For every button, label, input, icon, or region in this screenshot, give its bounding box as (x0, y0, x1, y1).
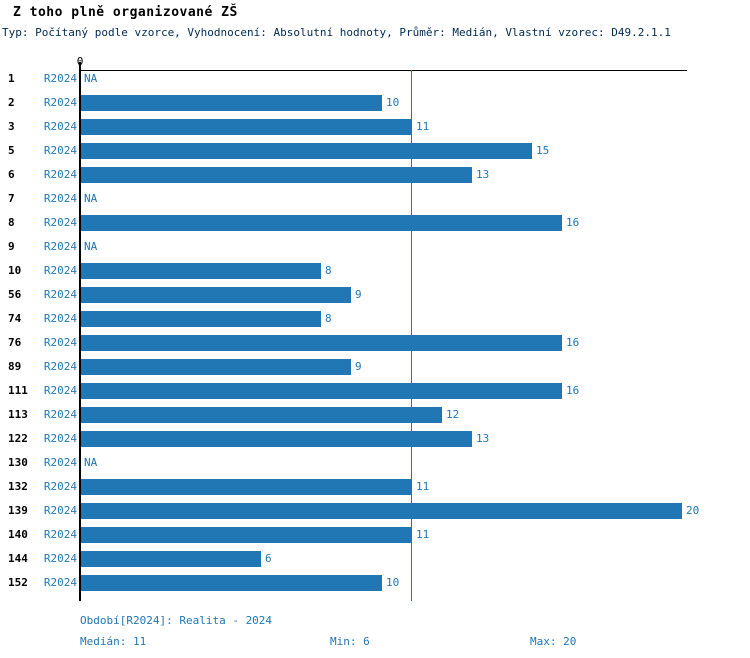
row-category-label: 152 (8, 576, 28, 589)
row-category-label: 89 (8, 360, 22, 373)
bar (81, 407, 442, 423)
bar (81, 143, 532, 159)
bar (81, 359, 351, 375)
row-na-label: NA (84, 192, 98, 205)
row-category-label: 139 (8, 504, 28, 517)
axis-zero-tick-label: 0 (68, 55, 92, 68)
row-series-label: R2024 (43, 360, 77, 373)
bar (81, 479, 412, 495)
axis-top-line (80, 70, 687, 71)
bar-value-label: 20 (686, 504, 700, 517)
bar-value-label: 13 (476, 432, 490, 445)
row-series-label: R2024 (43, 120, 77, 133)
bar (81, 431, 472, 447)
bar-value-label: 11 (416, 120, 430, 133)
row-series-label: R2024 (43, 288, 77, 301)
row-category-label: 2 (8, 96, 15, 109)
bar (81, 119, 412, 135)
footer-max-label: Max: 20 (530, 635, 577, 648)
row-category-label: 111 (8, 384, 28, 397)
axis-vertical-line (79, 62, 81, 601)
row-series-label: R2024 (43, 408, 77, 421)
chart-subtitle: Typ: Počítaný podle vzorce, Vyhodnocení:… (2, 26, 671, 39)
bar-value-label: 8 (325, 264, 332, 277)
row-series-label: R2024 (43, 240, 77, 253)
row-category-label: 9 (8, 240, 15, 253)
row-series-label: R2024 (43, 432, 77, 445)
bar (81, 527, 412, 543)
bar-value-label: 16 (566, 336, 580, 349)
row-category-label: 7 (8, 192, 15, 205)
bar (81, 335, 562, 351)
row-category-label: 113 (8, 408, 28, 421)
row-category-label: 56 (8, 288, 22, 301)
row-category-label: 130 (8, 456, 28, 469)
row-category-label: 8 (8, 216, 15, 229)
row-category-label: 74 (8, 312, 22, 325)
row-series-label: R2024 (43, 552, 77, 565)
bar-value-label: 6 (265, 552, 272, 565)
bar-value-label: 11 (416, 528, 430, 541)
row-category-label: 132 (8, 480, 28, 493)
row-category-label: 1 (8, 72, 15, 85)
row-category-label: 122 (8, 432, 28, 445)
bar-value-label: 8 (325, 312, 332, 325)
bar (81, 215, 562, 231)
bar-value-label: 16 (566, 384, 580, 397)
bar (81, 263, 321, 279)
bar (81, 287, 351, 303)
row-category-label: 144 (8, 552, 28, 565)
footer-median-label: Medián: 11 (80, 635, 147, 648)
row-series-label: R2024 (43, 480, 77, 493)
row-series-label: R2024 (43, 456, 77, 469)
bar-value-label: 13 (476, 168, 490, 181)
bar-value-label: 15 (536, 144, 550, 157)
bar (81, 311, 321, 327)
row-series-label: R2024 (43, 144, 77, 157)
row-na-label: NA (84, 72, 98, 85)
row-na-label: NA (84, 456, 98, 469)
row-series-label: R2024 (43, 384, 77, 397)
bar-value-label: 10 (386, 576, 400, 589)
bar-value-label: 11 (416, 480, 430, 493)
footer-period-label: Období[R2024]: Realita - 2024 (80, 614, 273, 627)
row-series-label: R2024 (43, 504, 77, 517)
bar (81, 167, 472, 183)
bar-value-label: 9 (355, 288, 362, 301)
row-category-label: 5 (8, 144, 15, 157)
bar-value-label: 16 (566, 216, 580, 229)
bar (81, 575, 382, 591)
bar (81, 95, 382, 111)
chart-title: Z toho plně organizované ZŠ (13, 5, 238, 20)
bar (81, 551, 261, 567)
row-series-label: R2024 (43, 336, 77, 349)
bar-value-label: 9 (355, 360, 362, 373)
row-category-label: 6 (8, 168, 15, 181)
row-series-label: R2024 (43, 264, 77, 277)
footer-min-label: Min: 6 (330, 635, 370, 648)
row-series-label: R2024 (43, 96, 77, 109)
bar-value-label: 10 (386, 96, 400, 109)
row-category-label: 76 (8, 336, 22, 349)
row-category-label: 140 (8, 528, 28, 541)
row-series-label: R2024 (43, 192, 77, 205)
row-na-label: NA (84, 240, 98, 253)
bar (81, 503, 682, 519)
row-series-label: R2024 (43, 168, 77, 181)
row-series-label: R2024 (43, 216, 77, 229)
bar (81, 383, 562, 399)
row-category-label: 10 (8, 264, 22, 277)
row-series-label: R2024 (43, 312, 77, 325)
bar-value-label: 12 (446, 408, 460, 421)
row-series-label: R2024 (43, 528, 77, 541)
row-series-label: R2024 (43, 72, 77, 85)
row-category-label: 3 (8, 120, 15, 133)
row-series-label: R2024 (43, 576, 77, 589)
